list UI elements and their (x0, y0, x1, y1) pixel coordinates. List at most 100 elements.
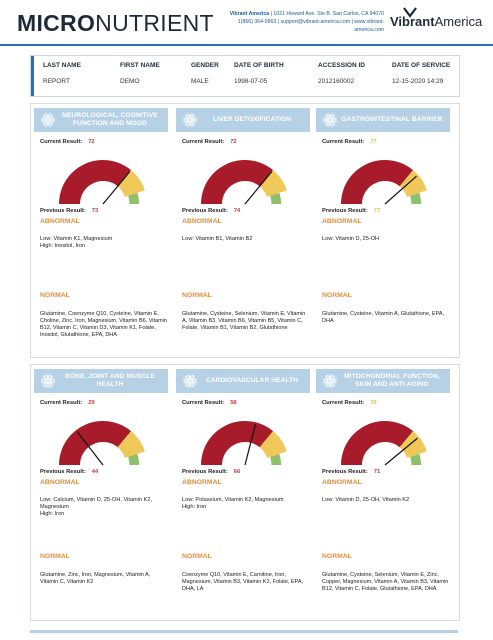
score-gauge (201, 160, 287, 205)
score-gauge (201, 421, 287, 466)
gauge-needle (244, 424, 257, 466)
gauge-needle (102, 171, 131, 205)
atom-icon (182, 112, 198, 128)
abnormal-heading: ABNORMAL (322, 479, 362, 486)
normal-list: Glutamine, Cysteine, Selenium, Vitamin E… (182, 311, 306, 331)
service-date-field: DATE OF SERVICE 12-15-2020 14:29 (392, 62, 451, 85)
abnormal-line: Low: Vitamin D, 25-OH (322, 236, 380, 242)
current-result-label: Current Result: (322, 400, 365, 406)
card-header: MITOCHONDRIAL FUNCTION, SKIN AND ANTI AG… (316, 369, 450, 393)
previous-result-value: 74 (233, 208, 241, 214)
abnormal-heading: ABNORMAL (182, 479, 222, 486)
lab-address: 1021 Howard Ave. Ste B. San Carlos, CA 9… (273, 11, 384, 17)
card-header: GASTROINTESTINAL BARRIER (316, 108, 450, 132)
abnormal-list: Low: Vitamin K1, Magnesium High: Inositol… (40, 236, 166, 250)
gauge-segment-red (341, 160, 414, 204)
current-result: Current Result: 72 (40, 139, 95, 145)
gauge-segment-yellow (399, 170, 427, 197)
abnormal-line: High: Iron (182, 504, 207, 510)
abnormal-heading: ABNORMAL (182, 218, 222, 225)
gauge-segment-red (59, 160, 132, 204)
card-title: CARDIOVASCULAR HEALTH (205, 377, 299, 384)
lab-name: Vibrant America (229, 11, 270, 17)
normal-list: Glutamine, Cysteine, Selenium, Vitamin E… (322, 572, 449, 592)
previous-result: Previous Result: 74 (182, 208, 240, 214)
gauge-needle (76, 431, 104, 466)
footer-divider (30, 630, 458, 633)
current-result-value: 29 (88, 400, 95, 406)
previous-result-label: Previous Result: (182, 469, 228, 475)
abnormal-line: Low: Vitamin K1, Magnesium (40, 236, 113, 242)
abnormal-line: Low: Vitamin D, 25-OH, Vitamin K2 (322, 497, 410, 503)
gauge-segment-green (128, 453, 140, 465)
gauge-segment-green (410, 192, 422, 204)
current-result-label: Current Result: (322, 139, 365, 145)
current-result-value: 72 (230, 139, 237, 145)
patient-accent-bar (31, 56, 34, 96)
current-result-label: Current Result: (182, 139, 225, 145)
normal-heading: NORMAL (40, 553, 70, 560)
card-header: NEUROLOGICAL, COGNITIVE FUNCTION AND MOO… (34, 108, 168, 132)
gauge-segment-red (201, 421, 274, 465)
atom-icon (322, 112, 338, 128)
abnormal-line: Low: Vitamin B1, Vitamin B2 (182, 236, 253, 242)
current-result-label: Current Result: (40, 139, 83, 145)
current-result: Current Result: 77 (322, 139, 377, 145)
card-title: NEUROLOGICAL, COGNITIVE FUNCTION AND MOO… (62, 112, 158, 127)
gauge-segment-green (270, 192, 282, 204)
normal-list: Glutamine, Cysteine, Vitamin A, Glutathi… (322, 311, 445, 324)
previous-result-label: Previous Result: (40, 208, 86, 214)
current-result: Current Result: 72 (182, 139, 237, 145)
current-result: Current Result: 29 (40, 400, 95, 406)
atom-icon (40, 373, 56, 389)
card-title: GASTROINTESTINAL BARRIER (341, 116, 443, 123)
lab-contact: 1(866) 364-0963 | support@vibrant-americ… (237, 19, 384, 33)
abnormal-list: Low: Vitamin D, 25-OH (322, 236, 448, 243)
card-title: MITOCHONDRIAL FUNCTION, SKIN AND ANTI AG… (344, 373, 440, 388)
gauge-segment-yellow (117, 431, 145, 458)
last-name-field: LAST NAME REPORT (43, 62, 81, 85)
normal-heading: NORMAL (40, 292, 70, 299)
previous-result-label: Previous Result: (322, 469, 368, 475)
gauge-needle (244, 171, 273, 205)
patient-info-box: LAST NAME REPORT FIRST NAME DEMO GENDER … (30, 55, 460, 97)
abnormal-heading: ABNORMAL (40, 479, 80, 486)
previous-result-value: 73 (91, 208, 99, 214)
normal-list: Glutamine, Coenzyme Q10, Cysteine, Vitam… (40, 311, 167, 338)
gauge-segment-red (59, 421, 132, 465)
current-result-label: Current Result: (40, 400, 83, 406)
card-header: CARDIOVASCULAR HEALTH (176, 369, 310, 393)
gauge-segment-green (410, 453, 422, 465)
gauge-needle (384, 175, 417, 205)
previous-result: Previous Result: 71 (322, 469, 380, 475)
abnormal-line: Low: Potassium, Vitamin K2, Magnesium (182, 497, 284, 503)
report-header: MICRONUTRIENT Vibrant America | 1021 How… (0, 0, 493, 48)
previous-result-value: 66 (233, 469, 241, 475)
previous-result: Previous Result: 77 (322, 208, 380, 214)
abnormal-heading: ABNORMAL (322, 218, 362, 225)
previous-result: Previous Result: 66 (182, 469, 240, 475)
report-brand-title: MICRONUTRIENT (17, 10, 214, 36)
current-result-value: 58 (230, 400, 237, 406)
first-name-field: FIRST NAME DEMO (120, 62, 160, 85)
results-panel-bottom (30, 364, 460, 621)
current-result-label: Current Result: (182, 400, 225, 406)
normal-heading: NORMAL (322, 553, 352, 560)
current-result-value: 72 (88, 139, 95, 145)
atom-icon (182, 373, 198, 389)
atom-icon (40, 112, 56, 128)
header-divider (0, 44, 493, 46)
gauge-segment-red (201, 160, 274, 204)
current-result-value: 77 (370, 139, 377, 145)
current-result-value: 78 (370, 400, 377, 406)
abnormal-list: Low: Potassium, Vitamin K2, Magnesium Hig… (182, 497, 308, 511)
logo-wordmark: VibrantAmerica (390, 14, 483, 29)
previous-result-label: Previous Result: (322, 208, 368, 214)
abnormal-list: Low: Calcium, Vitamin D, 25-OH, Vitamin … (40, 497, 166, 518)
current-result: Current Result: 78 (322, 400, 377, 406)
previous-result-value: 77 (373, 208, 381, 214)
abnormal-line: High: Inositol, Iron (40, 243, 86, 249)
gauge-segment-yellow (399, 431, 427, 458)
gauge-segment-yellow (117, 170, 145, 197)
abnormal-list: Low: Vitamin D, 25-OH, Vitamin K2 (322, 497, 448, 504)
